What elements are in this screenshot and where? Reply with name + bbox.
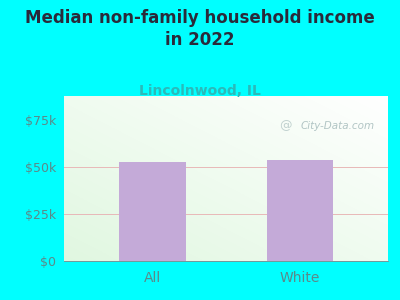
Text: City-Data.com: City-Data.com <box>300 121 375 131</box>
Text: Lincolnwood, IL: Lincolnwood, IL <box>139 84 261 98</box>
Text: Median non-family household income
in 2022: Median non-family household income in 20… <box>25 9 375 49</box>
Bar <box>119 162 186 261</box>
Text: @: @ <box>280 119 292 132</box>
Bar <box>266 160 333 261</box>
